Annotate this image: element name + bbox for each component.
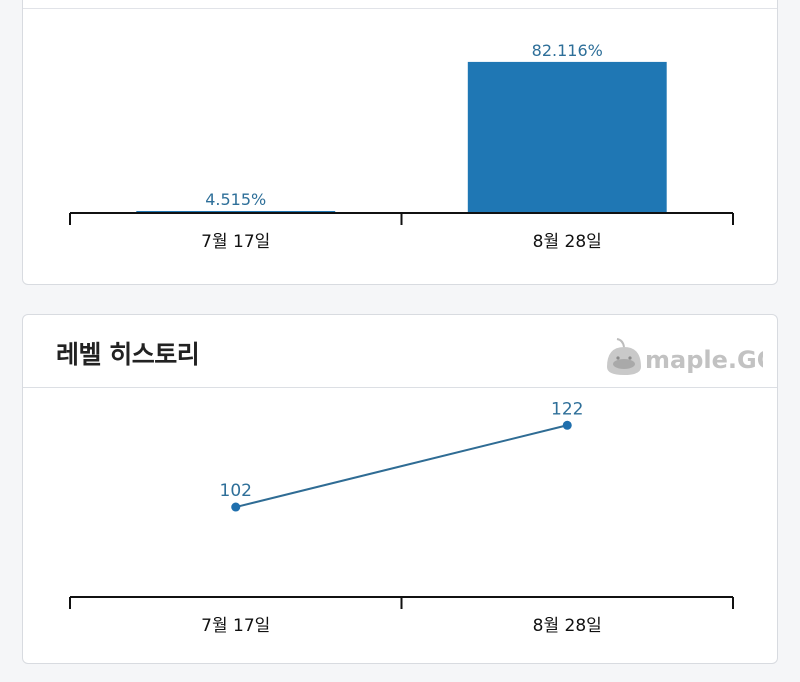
point-value-label: 122 <box>551 399 583 419</box>
maple-gg-logo-text: maple.GG <box>645 346 763 374</box>
point-value-label: 102 <box>220 481 252 501</box>
bar-value-label: 82.116% <box>532 41 603 60</box>
level-line-chart: 102 122 7월 17일 8월 28일 <box>69 399 734 636</box>
x-tick-label: 7월 17일 <box>201 232 270 252</box>
bar-value-label: 4.515% <box>205 190 266 209</box>
series-line <box>235 424 568 509</box>
exp-bar-chart: 4.515% 82.116% 7월 17일 8월 28일 <box>69 41 734 252</box>
x-tick-label: 7월 17일 <box>201 616 270 636</box>
level-history-title: 레벨 히스토리 <box>56 340 200 369</box>
mushroom-mascot-icon <box>607 338 641 375</box>
data-point <box>231 502 241 512</box>
maple-gg-watermark: maple.GG <box>607 338 763 375</box>
bar <box>467 61 667 214</box>
card-header: 레벨 히스토리 maple.GG <box>23 315 777 388</box>
card-header-divider <box>23 8 777 9</box>
level-history-card: 레벨 히스토리 maple.GG 102 122 7월 17일 8월 28일 <box>22 314 778 664</box>
x-tick-label: 8월 28일 <box>533 616 602 636</box>
x-tick-label: 8월 28일 <box>533 232 602 252</box>
data-point <box>562 420 572 430</box>
exp-history-card: 4.515% 82.116% 7월 17일 8월 28일 <box>22 0 778 285</box>
